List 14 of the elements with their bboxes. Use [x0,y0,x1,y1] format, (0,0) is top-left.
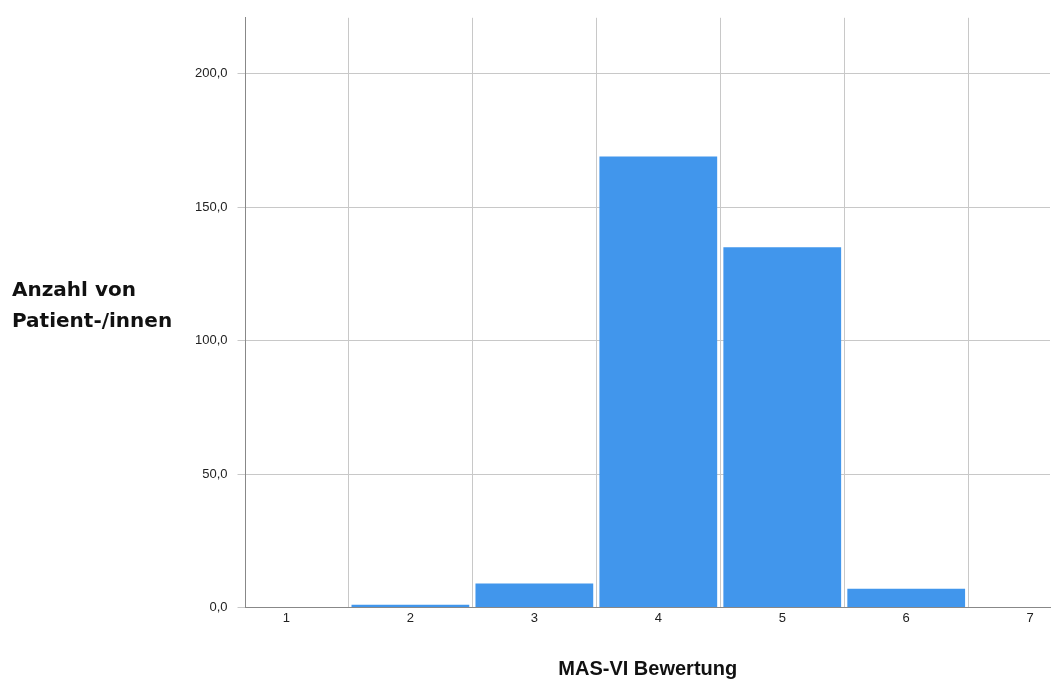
x-tick-label: 7 [1026,609,1034,625]
y-tick-label: 100,0 [194,332,228,348]
x-tick-label: 4 [654,609,662,625]
x-tick-label: 1 [282,609,291,625]
y-tick-label: 50,0 [202,465,228,481]
x-tick-label: 3 [530,609,538,625]
y-tick-label: 200,0 [194,65,228,81]
y-axis-title: Anzahl von Patient-/innen [12,277,173,332]
x-tick-label: 6 [902,609,910,625]
x-axis-title: MAS-VI Bewertung [558,656,738,679]
x-tick-label: 2 [406,609,415,625]
y-tick-label: 0,0 [209,598,228,614]
x-tick-label: 5 [778,609,786,625]
y-tick-label: 150,0 [194,198,228,214]
